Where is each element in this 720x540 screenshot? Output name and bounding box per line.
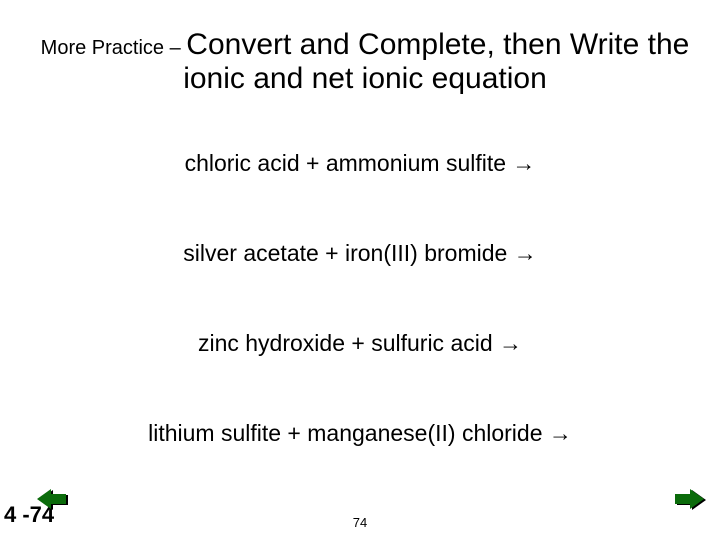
prev-slide-button[interactable] xyxy=(36,488,68,510)
reaction-line: chloric acid + ammonium sulfite → xyxy=(0,150,720,177)
next-slide-button[interactable] xyxy=(674,488,706,510)
title-main: Convert and Complete, then Write the ion… xyxy=(183,28,689,95)
slide-title: More Practice – Convert and Complete, th… xyxy=(40,28,690,96)
slide: More Practice – Convert and Complete, th… xyxy=(0,0,720,540)
reaction-line: silver acetate + iron(III) bromide → xyxy=(0,240,720,267)
reaction-line: zinc hydroxide + sulfuric acid → xyxy=(0,330,720,357)
slide-body: chloric acid + ammonium sulfite → silver… xyxy=(0,130,720,490)
page-number: 74 xyxy=(0,515,720,530)
reaction-line: lithium sulfite + manganese(II) chloride… xyxy=(0,420,720,447)
arrow-right-icon xyxy=(674,488,706,510)
title-prefix: More Practice – xyxy=(41,37,187,59)
arrow-left-icon xyxy=(36,488,68,510)
